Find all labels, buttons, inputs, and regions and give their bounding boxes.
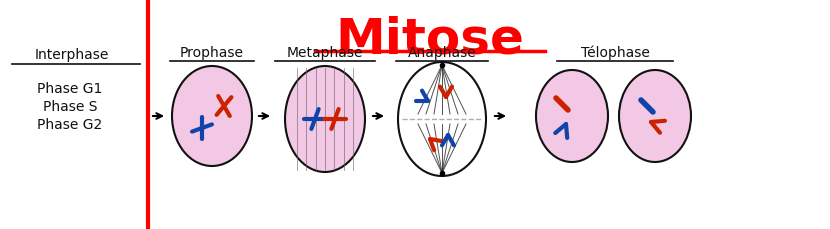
- Text: Metaphase: Metaphase: [286, 46, 364, 60]
- Ellipse shape: [536, 71, 608, 162]
- Text: Prophase: Prophase: [180, 46, 244, 60]
- Ellipse shape: [619, 71, 691, 162]
- Text: Phase G1: Phase G1: [37, 82, 103, 95]
- Text: Phase G2: Phase G2: [37, 117, 103, 131]
- Ellipse shape: [285, 67, 365, 172]
- Text: Mitose: Mitose: [335, 15, 525, 63]
- Text: Télophase: Télophase: [580, 45, 649, 60]
- Ellipse shape: [398, 63, 486, 176]
- Ellipse shape: [172, 67, 252, 166]
- Text: Anaphase: Anaphase: [408, 46, 476, 60]
- Text: Interphase: Interphase: [35, 48, 110, 62]
- Text: Phase S: Phase S: [43, 100, 97, 114]
